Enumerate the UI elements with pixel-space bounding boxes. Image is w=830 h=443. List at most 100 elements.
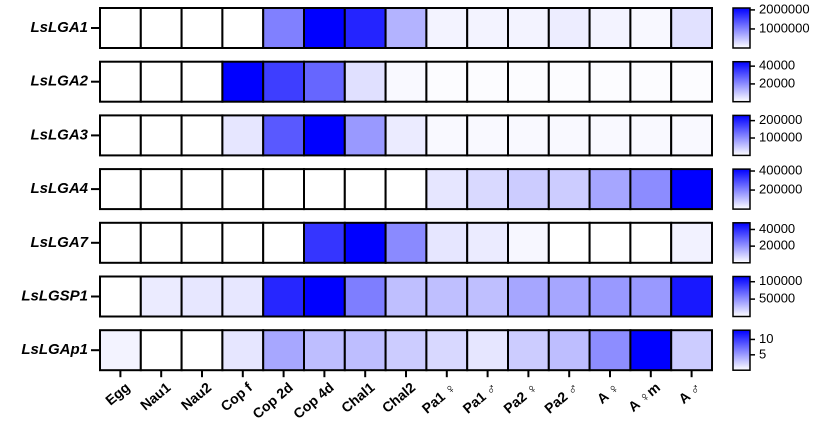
x-tick-label: Chal1 <box>338 379 378 416</box>
row-label: LsLGA7 <box>30 234 88 251</box>
heat-cell <box>629 168 673 211</box>
row-label: LsLGA4 <box>30 180 88 197</box>
heat-cell <box>466 114 510 157</box>
heat-cell <box>343 329 387 372</box>
heat-cell <box>99 329 142 372</box>
colorbar-tick-label: 40000 <box>759 221 795 236</box>
heat-cell <box>466 329 510 372</box>
heat-cell <box>588 114 632 157</box>
colorbar-tick-label: 200000 <box>759 181 802 196</box>
colorbar <box>732 329 751 371</box>
heat-cell <box>180 329 224 372</box>
heat-cell <box>221 7 265 49</box>
heat-cell <box>384 114 428 157</box>
heat-cell <box>139 329 183 372</box>
colorbar-tick-label: 2000000 <box>759 1 810 16</box>
heat-cell <box>99 168 142 211</box>
heat-cell <box>507 168 550 211</box>
heat-cell <box>221 114 265 157</box>
heat-cell <box>221 275 265 318</box>
heat-cell <box>262 221 306 264</box>
heat-cell <box>221 329 265 372</box>
heat-cell <box>139 114 183 157</box>
colorbar-tick-label: 100000 <box>759 273 802 288</box>
heat-cell <box>670 329 714 372</box>
heat-cell <box>588 60 632 103</box>
heat-cell <box>343 7 387 49</box>
colorbar-tick-label: 200000 <box>759 112 802 127</box>
row-label: LsLGSP1 <box>21 287 88 304</box>
heat-cell <box>384 329 428 372</box>
heat-cell <box>139 275 183 318</box>
row-label: LsLGAp1 <box>21 341 88 358</box>
heat-cell <box>588 168 632 211</box>
heat-cell <box>466 221 510 264</box>
heat-cell <box>221 221 265 264</box>
heat-cell <box>629 114 673 157</box>
heat-cell <box>99 275 142 318</box>
heat-cell <box>180 221 224 264</box>
heat-cell <box>343 221 387 264</box>
colorbar <box>732 7 751 49</box>
colorbar-tick-label: 40000 <box>759 58 795 73</box>
heat-cell <box>99 114 142 157</box>
heat-cell <box>139 168 183 211</box>
heat-cell <box>547 7 591 49</box>
heat-cell <box>180 275 224 318</box>
heat-cell <box>262 7 306 49</box>
heat-cell <box>343 114 387 157</box>
colorbar <box>732 222 751 264</box>
colorbar <box>732 60 751 103</box>
heat-cell <box>221 168 265 211</box>
heat-cell <box>425 221 469 264</box>
heat-cell <box>466 275 510 318</box>
heat-cell <box>670 60 714 103</box>
x-tick-label: Pa1 ♂ <box>460 379 500 417</box>
heat-cell <box>588 329 632 372</box>
heat-cell <box>425 275 469 318</box>
heat-cell <box>303 168 346 211</box>
colorbar-tick-label: 5 <box>759 346 766 361</box>
heat-cell <box>670 7 714 49</box>
heat-cell <box>507 329 550 372</box>
x-tick-label: Pa2 ♂ <box>541 379 581 417</box>
heat-cell <box>303 114 346 157</box>
heat-cell <box>425 168 469 211</box>
heat-cell <box>303 60 346 103</box>
heat-cell <box>670 275 714 318</box>
heat-cell <box>425 329 469 372</box>
heat-cell <box>303 221 346 264</box>
heat-cell <box>670 221 714 264</box>
heat-cell <box>262 60 306 103</box>
heat-cell <box>547 168 591 211</box>
heat-cell <box>99 60 142 103</box>
heat-cell <box>262 114 306 157</box>
x-tick-label: A ♀m <box>625 379 663 415</box>
heat-cell <box>262 275 306 318</box>
x-tick-label: Chal2 <box>379 379 419 416</box>
x-tick-label: A ♀ <box>594 379 623 407</box>
heat-cell <box>180 114 224 157</box>
colorbar-tick-label: 20000 <box>759 238 795 253</box>
heat-cell <box>629 329 673 372</box>
heat-cell <box>588 7 632 49</box>
heat-cell <box>139 221 183 264</box>
heat-cell <box>99 221 142 264</box>
heat-cell <box>343 168 387 211</box>
x-tick-label: Cop 2d <box>249 379 296 422</box>
colorbar <box>732 114 751 157</box>
heat-cell <box>547 60 591 103</box>
heat-cell <box>303 275 346 318</box>
heat-cell <box>507 275 550 318</box>
x-tick-label: Cop 4d <box>290 379 337 422</box>
heat-cell <box>180 7 224 49</box>
row-label: LsLGA3 <box>30 126 88 143</box>
heat-cell <box>139 7 183 49</box>
heat-cell <box>588 221 632 264</box>
heat-cell <box>629 7 673 49</box>
heat-cell <box>343 275 387 318</box>
colorbar <box>732 275 751 318</box>
colorbar-tick-label: 1000000 <box>759 20 810 35</box>
heat-cell <box>547 329 591 372</box>
heat-cell <box>262 329 306 372</box>
